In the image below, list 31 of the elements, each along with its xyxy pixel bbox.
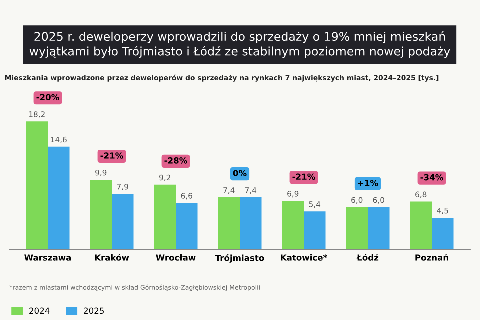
bar	[48, 146, 70, 250]
bar	[218, 198, 240, 250]
annotation: -34%	[420, 174, 444, 181]
bar	[26, 122, 48, 250]
bar	[410, 202, 432, 250]
bar	[432, 218, 454, 250]
annotation: +1%	[358, 180, 378, 186]
x-tick-label: Wrocław	[156, 254, 196, 261]
bar	[240, 198, 262, 250]
annotation: -21%	[292, 174, 316, 180]
annotation: -20%	[36, 94, 60, 101]
x-tick-label: Łódź	[356, 254, 379, 261]
annotation: -21%	[100, 152, 124, 159]
annotation: 0%	[233, 170, 247, 176]
annotation: -28%	[164, 158, 188, 164]
bar	[176, 203, 198, 250]
bar	[282, 201, 304, 250]
legend-label: 2024	[30, 308, 50, 314]
bar	[154, 184, 176, 250]
chart-title: 2025 r. deweloperzy wprowadzili do sprzedaży o 19% mniej mieszkań wyjątkami było Trójmiasto i Łódź ze stabilnym poziomem nowej podaży	[30, 31, 450, 58]
x-tick-label: Warszawa	[24, 254, 72, 261]
bar	[304, 212, 326, 250]
x-tick-label: Katowice*	[281, 254, 328, 261]
x-tick-label: Kraków	[95, 254, 130, 261]
legend-label: 2025	[84, 308, 104, 314]
x-tick-label: Poznań	[416, 254, 448, 261]
bar	[368, 207, 390, 250]
bar	[90, 180, 112, 250]
x-tick-label: Trójmiasto	[215, 254, 264, 263]
bar	[112, 194, 134, 250]
bar	[346, 207, 368, 250]
